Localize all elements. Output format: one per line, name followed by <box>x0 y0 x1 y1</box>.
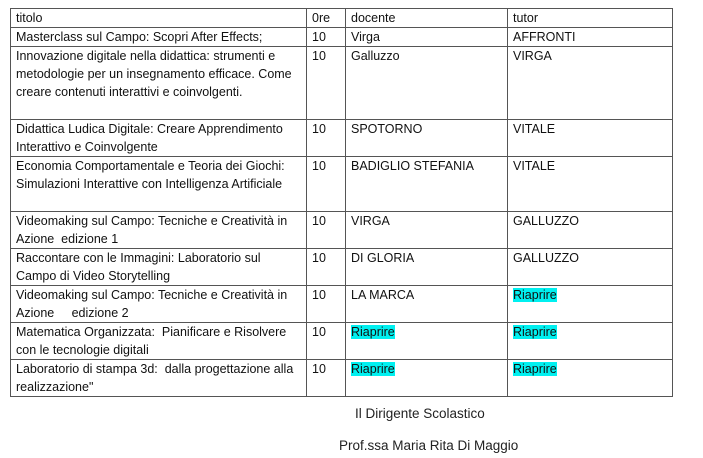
cell-docente: BADIGLIO STEFANIA <box>345 156 508 212</box>
cell-ore-text: 10 <box>312 122 326 136</box>
cell-tutor: GALLUZZO <box>507 211 673 249</box>
cell-titolo-text: Raccontare con le Immagini: Laboratorio … <box>16 251 265 283</box>
cell-tutor: Riaprire <box>507 285 673 323</box>
header-titolo: titolo <box>10 8 307 28</box>
cell-titolo-text: Economia Comportamentale e Teoria dei Gi… <box>16 159 289 191</box>
cell-tutor: VIRGA <box>507 46 673 120</box>
cell-tutor-text: Riaprire <box>513 325 557 339</box>
cell-titolo: Masterclass sul Campo: Scopri After Effe… <box>10 27 307 47</box>
table-row: Masterclass sul Campo: Scopri After Effe… <box>10 27 673 47</box>
cell-docente: DI GLORIA <box>345 248 508 286</box>
cell-titolo: Laboratorio di stampa 3d: dalla progetta… <box>10 359 307 397</box>
cell-docente-text: Riaprire <box>351 362 395 376</box>
cell-docente: Riaprire <box>345 322 508 360</box>
cell-titolo: Videomaking sul Campo: Tecniche e Creati… <box>10 285 307 323</box>
table-row: Videomaking sul Campo: Tecniche e Creati… <box>10 211 673 249</box>
table-row: Raccontare con le Immagini: Laboratorio … <box>10 248 673 286</box>
cell-docente-text: SPOTORNO <box>351 122 423 136</box>
signature-role: Il Dirigente Scolastico <box>355 406 485 421</box>
cell-docente-text: VIRGA <box>351 214 390 228</box>
cell-ore: 10 <box>306 27 346 47</box>
cell-docente-text: Galluzzo <box>351 49 400 63</box>
courses-table: titolo 0re docente tutor Masterclass sul… <box>10 8 673 397</box>
cell-titolo-text: Masterclass sul Campo: Scopri After Effe… <box>16 30 263 44</box>
cell-ore: 10 <box>306 211 346 249</box>
cell-ore-text: 10 <box>312 325 326 339</box>
cell-ore-text: 10 <box>312 288 326 302</box>
cell-tutor: Riaprire <box>507 359 673 397</box>
cell-tutor-text: Riaprire <box>513 362 557 376</box>
cell-ore-text: 10 <box>312 362 326 376</box>
header-row: titolo 0re docente tutor <box>10 8 673 28</box>
cell-ore: 10 <box>306 46 346 120</box>
header-docente: docente <box>345 8 508 28</box>
table-row: Economia Comportamentale e Teoria dei Gi… <box>10 156 673 212</box>
cell-ore: 10 <box>306 119 346 157</box>
cell-titolo-text: Videomaking sul Campo: Tecniche e Creati… <box>16 214 291 246</box>
header-ore: 0re <box>306 8 346 28</box>
cell-docente-text: Riaprire <box>351 325 395 339</box>
cell-ore-text: 10 <box>312 30 326 44</box>
cell-docente-text: DI GLORIA <box>351 251 415 265</box>
cell-titolo: Innovazione digitale nella didattica: st… <box>10 46 307 120</box>
cell-titolo: Didattica Ludica Digitale: Creare Appren… <box>10 119 307 157</box>
cell-titolo: Matematica Organizzata: Pianificare e Ri… <box>10 322 307 360</box>
cell-docente: Virga <box>345 27 508 47</box>
cell-docente: VIRGA <box>345 211 508 249</box>
cell-tutor-text: VIRGA <box>513 49 552 63</box>
cell-docente-text: LA MARCA <box>351 288 415 302</box>
header-tutor: tutor <box>507 8 673 28</box>
cell-ore: 10 <box>306 359 346 397</box>
table-row: Matematica Organizzata: Pianificare e Ri… <box>10 322 673 360</box>
table-row: Didattica Ludica Digitale: Creare Appren… <box>10 119 673 157</box>
cell-tutor: Riaprire <box>507 322 673 360</box>
cell-titolo-text: Innovazione digitale nella didattica: st… <box>16 49 296 99</box>
cell-tutor-text: AFFRONTI <box>513 30 576 44</box>
cell-tutor-text: GALLUZZO <box>513 251 579 265</box>
cell-tutor: VITALE <box>507 156 673 212</box>
table-row: Videomaking sul Campo: Tecniche e Creati… <box>10 285 673 323</box>
cell-titolo-text: Videomaking sul Campo: Tecniche e Creati… <box>16 288 291 320</box>
cell-tutor-text: VITALE <box>513 159 556 173</box>
cell-ore: 10 <box>306 322 346 360</box>
cell-ore-text: 10 <box>312 214 326 228</box>
cell-titolo-text: Laboratorio di stampa 3d: dalla progetta… <box>16 362 304 394</box>
cell-tutor: AFFRONTI <box>507 27 673 47</box>
signature-name: Prof.ssa Maria Rita Di Maggio <box>339 438 519 453</box>
cell-docente: SPOTORNO <box>345 119 508 157</box>
cell-titolo: Economia Comportamentale e Teoria dei Gi… <box>10 156 307 212</box>
cell-docente: LA MARCA <box>345 285 508 323</box>
table-row: Innovazione digitale nella didattica: st… <box>10 46 673 120</box>
cell-ore-text: 10 <box>312 49 326 63</box>
cell-tutor: VITALE <box>507 119 673 157</box>
cell-titolo-text: Didattica Ludica Digitale: Creare Appren… <box>16 122 287 154</box>
cell-ore: 10 <box>306 248 346 286</box>
cell-ore-text: 10 <box>312 159 326 173</box>
cell-titolo-text: Matematica Organizzata: Pianificare e Ri… <box>16 325 290 357</box>
table-row: Laboratorio di stampa 3d: dalla progetta… <box>10 359 673 397</box>
cell-docente-text: BADIGLIO STEFANIA <box>351 159 474 173</box>
cell-tutor-text: Riaprire <box>513 288 557 302</box>
cell-docente: Riaprire <box>345 359 508 397</box>
cell-titolo: Videomaking sul Campo: Tecniche e Creati… <box>10 211 307 249</box>
cell-titolo: Raccontare con le Immagini: Laboratorio … <box>10 248 307 286</box>
cell-tutor-text: VITALE <box>513 122 556 136</box>
cell-tutor: GALLUZZO <box>507 248 673 286</box>
cell-docente-text: Virga <box>351 30 380 44</box>
cell-ore-text: 10 <box>312 251 326 265</box>
cell-tutor-text: GALLUZZO <box>513 214 579 228</box>
cell-docente: Galluzzo <box>345 46 508 120</box>
cell-ore: 10 <box>306 156 346 212</box>
cell-ore: 10 <box>306 285 346 323</box>
